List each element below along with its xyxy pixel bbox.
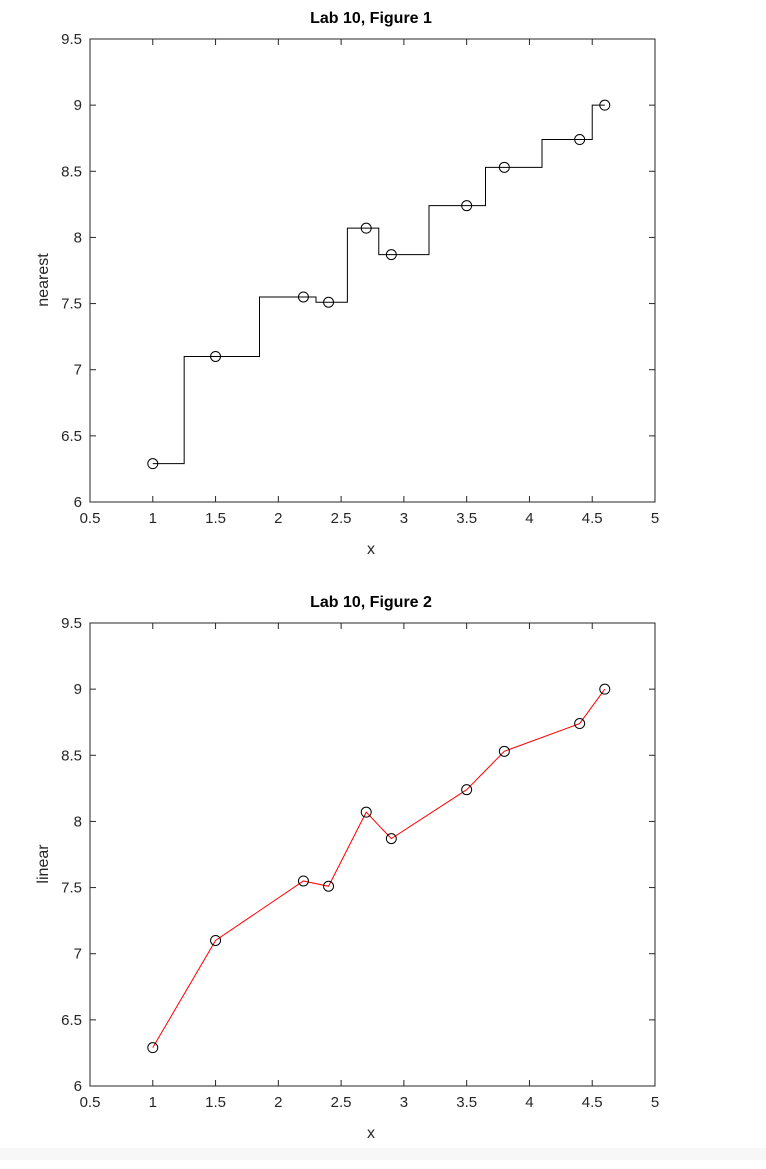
x-tick-label: 5: [651, 1094, 659, 1111]
data-point-marker: [574, 718, 586, 730]
y-axis-label: nearest: [35, 253, 52, 307]
y-tick-label: 7.5: [61, 296, 82, 313]
x-tick-label: 3: [400, 1094, 408, 1111]
figure-2: Lab 10, Figure 2 x linear 0.5 1 1.5 2 2.5 3 3.…: [0, 584, 766, 1164]
data-point-marker: [360, 806, 372, 818]
x-tick-label: 2: [274, 1094, 282, 1111]
y-tick-label: 9: [74, 97, 82, 114]
data-point-marker: [360, 222, 372, 234]
y-tick-label: 9.5: [61, 31, 82, 48]
y-tick-label: 6: [74, 1078, 82, 1095]
data-point-marker: [574, 134, 586, 146]
y-tick-label: 9.5: [61, 615, 82, 632]
y-tick-label: 7.5: [61, 880, 82, 897]
data-point-marker: [297, 291, 309, 303]
data-point-marker: [147, 458, 159, 470]
chart-linear: Lab 10, Figure 2 x linear 0.5 1 1.5 2 2.5 3 3.…: [35, 594, 659, 1142]
x-tick-label: 1.5: [205, 1094, 226, 1111]
data-point-marker: [385, 249, 397, 261]
data-point-marker: [297, 875, 309, 887]
data-point-marker: [599, 683, 611, 695]
x-tick-label: 3: [400, 510, 408, 527]
data-point-marker: [385, 833, 397, 845]
y-axis-label: linear: [35, 844, 52, 884]
x-tick-label: 2.5: [331, 1094, 352, 1111]
series-line: [152, 688, 606, 1048]
x-tick-label: 2: [274, 510, 282, 527]
y-tick-label: 6.5: [61, 428, 82, 445]
y-tick-label: 8: [74, 229, 82, 246]
chart-title: Lab 10, Figure 2: [310, 594, 432, 611]
data-point-marker: [599, 99, 611, 111]
x-tick-label: 4.5: [582, 510, 603, 527]
x-tick-label: 0.5: [80, 510, 101, 527]
figure-1: Lab 10, Figure 1 x nearest 0.5 1 1.5 2 2.5 3 3…: [0, 0, 766, 580]
x-tick-label: 1: [149, 1094, 157, 1111]
x-axis-label: x: [367, 1125, 375, 1142]
bottom-strip: [0, 1148, 766, 1160]
y-tick-label: 6.5: [61, 1012, 82, 1029]
x-tick-label: 1: [149, 510, 157, 527]
data-point-marker: [498, 745, 510, 757]
data-point-marker: [461, 784, 473, 796]
plot-area-box: [89, 622, 656, 1087]
x-tick-label: 4: [525, 510, 533, 527]
data-point-marker: [147, 1042, 159, 1054]
series-line: [152, 104, 605, 465]
x-tick-label: 4: [525, 1094, 533, 1111]
data-point-marker: [323, 296, 335, 308]
x-axis-label: x: [367, 541, 375, 558]
data-point-marker: [461, 200, 473, 212]
y-tick-label: 6: [74, 494, 82, 511]
x-tick-label: 5: [651, 510, 659, 527]
x-tick-label: 1.5: [205, 510, 226, 527]
data-point-marker: [210, 934, 222, 946]
plot-area-box: [89, 38, 656, 503]
data-point-marker: [498, 161, 510, 173]
data-point-marker: [210, 350, 222, 362]
y-tick-label: 7: [74, 362, 82, 379]
x-tick-label: 2.5: [331, 510, 352, 527]
x-tick-label: 4.5: [582, 1094, 603, 1111]
y-tick-label: 9: [74, 681, 82, 698]
x-tick-label: 0.5: [80, 1094, 101, 1111]
chart-title: Lab 10, Figure 1: [310, 10, 432, 27]
chart-nearest: Lab 10, Figure 1 x nearest 0.5 1 1.5 2 2.5 3 3…: [35, 10, 659, 558]
y-tick-label: 8: [74, 813, 82, 830]
data-point-marker: [323, 880, 335, 892]
y-tick-label: 8.5: [61, 747, 82, 764]
x-tick-label: 3.5: [456, 510, 477, 527]
y-tick-label: 8.5: [61, 163, 82, 180]
x-tick-label: 3.5: [456, 1094, 477, 1111]
y-tick-label: 7: [74, 946, 82, 963]
